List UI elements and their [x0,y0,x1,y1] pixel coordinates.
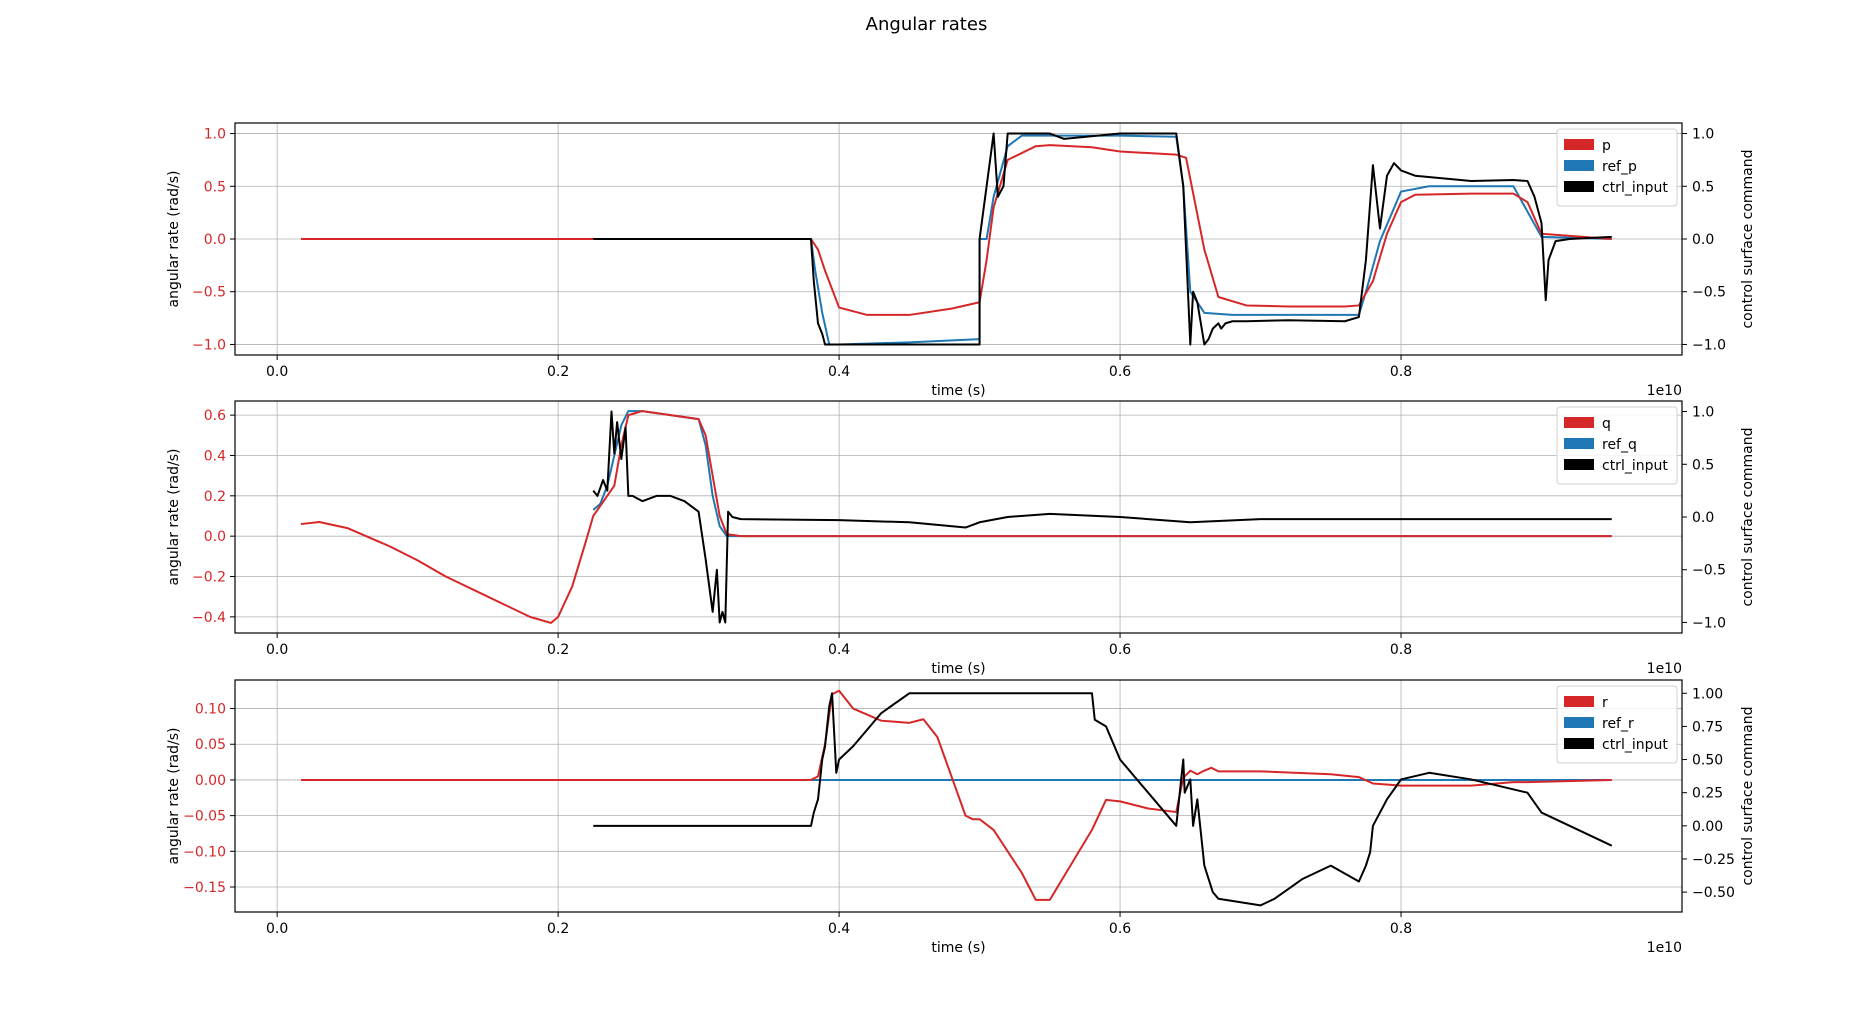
y2-tick-label: −0.5 [1692,563,1726,579]
x-tick-label: 0.4 [828,921,850,937]
legend-swatch [1564,717,1594,728]
y2-tick-label: 1.00 [1692,686,1723,702]
y2-tick-label: 0.00 [1692,819,1723,835]
y-axis-label: angular rate (rad/s) [166,449,182,586]
y2-tick-label: 1.0 [1692,127,1714,143]
y2-tick-label: −0.50 [1692,885,1735,901]
legend: q ref_q ctrl_input [1556,406,1678,485]
y2-tick-label: 0.0 [1692,510,1714,526]
y-tick-label: 1.0 [204,127,226,143]
series-line-ref-q [592,410,1612,538]
y2-axis-label: control surface command [1740,706,1756,885]
x-offset-text: 1e10 [1647,940,1682,956]
legend-label: ref_q [1602,437,1637,453]
y2-axis-label: control surface command [1740,149,1756,328]
y-tick-label: 0.6 [204,408,226,424]
x-tick-label: 0.8 [1390,364,1412,380]
y-tick-label: 0.5 [204,179,226,195]
x-axis-label: time (s) [931,940,985,956]
legend-label: q [1602,416,1611,432]
legend-swatch [1564,459,1594,470]
y-tick-label: −0.4 [192,610,226,626]
x-axis-label: time (s) [931,383,985,399]
x-tick-label: 0.2 [547,642,569,658]
legend-label: p [1602,138,1611,154]
legend: r ref_r ctrl_input [1556,685,1678,764]
y2-tick-label: −1.0 [1692,337,1726,353]
y2-tick-label: 0.5 [1692,179,1714,195]
subplot-2: 0.0 0.2 0.4 0.6 0.8 −0.4 −0.2 0.0 0.2 0.4 0.6 −1.0 −… [166,400,1756,677]
x-offset-text: 1e10 [1647,661,1682,677]
y2-tick-label: 0.25 [1692,786,1723,802]
y-tick-label: −0.15 [183,880,226,896]
x-offset-text: 1e10 [1647,383,1682,399]
legend-label: ctrl_input [1602,180,1668,196]
subplot-3: 0.0 0.2 0.4 0.6 0.8 −0.15 −0.10 −0.05 0.00 0.05 0.… [166,679,1756,956]
x-tick-label: 0.6 [1109,642,1131,658]
y-tick-label: 0.2 [204,489,226,505]
x-axis-label: time (s) [931,661,985,677]
x-tick-label: 0.8 [1390,921,1412,937]
legend-swatch [1564,160,1594,171]
y-tick-label: 0.00 [195,773,226,789]
series-line-r [301,689,1612,901]
legend-label: ctrl_input [1602,737,1668,753]
series-line-ref-p [593,134,1612,346]
x-tick-label: 0.0 [266,364,288,380]
y-tick-label: −0.05 [183,809,226,825]
figure-title: Angular rates [865,14,988,35]
x-tick-label: 0.0 [266,921,288,937]
legend-swatch [1564,438,1594,449]
y-tick-label: −0.2 [192,570,226,586]
series-line-ctrl-input [592,410,1612,624]
y2-tick-label: 0.5 [1692,457,1714,473]
legend-label: ref_r [1602,716,1634,732]
legend-swatch [1564,696,1594,707]
axes-frame [234,679,1683,913]
y2-tick-label: 0.0 [1692,232,1714,248]
legend-swatch [1564,139,1594,150]
legend-label: ctrl_input [1602,458,1668,474]
y-tick-label: −1.0 [192,337,226,353]
y-tick-label: 0.10 [195,702,226,718]
y2-tick-label: −0.25 [1692,852,1735,868]
axes-frame [234,122,1683,356]
x-tick-label: 0.0 [266,642,288,658]
series-line-ctrl-input [593,132,1612,346]
x-tick-label: 0.6 [1109,364,1131,380]
y-tick-label: 0.0 [204,232,226,248]
y2-tick-label: −1.0 [1692,615,1726,631]
x-tick-label: 0.6 [1109,921,1131,937]
x-tick-label: 0.2 [547,364,569,380]
x-tick-label: 0.4 [828,364,850,380]
legend-swatch [1564,417,1594,428]
x-tick-label: 0.8 [1390,642,1412,658]
y-tick-label: 0.05 [195,737,226,753]
x-tick-label: 0.4 [828,642,850,658]
y-axis-label: angular rate (rad/s) [166,728,182,865]
legend-label: ref_p [1602,159,1637,175]
legend-swatch [1564,738,1594,749]
y-tick-label: 0.0 [204,529,226,545]
y2-tick-label: 1.0 [1692,405,1714,421]
legend: p ref_p ctrl_input [1556,128,1678,207]
y2-tick-label: 0.50 [1692,753,1723,769]
y2-tick-label: −0.5 [1692,285,1726,301]
series-line-ctrl-input [593,692,1613,907]
series-line-q [300,410,1612,624]
legend-swatch [1564,181,1594,192]
series-line-p [301,144,1612,316]
y-axis-label: angular rate (rad/s) [166,171,182,308]
x-tick-label: 0.2 [547,921,569,937]
subplot-1: 0.0 0.2 0.4 0.6 0.8 −1.0 −0.5 0.0 0.5 1.0 −1.0 −0.5… [166,122,1756,399]
axes-frame [234,400,1683,634]
y-tick-label: −0.5 [192,285,226,301]
y-tick-label: 0.4 [204,448,226,464]
y2-tick-label: 0.75 [1692,719,1723,735]
legend-label: r [1602,695,1608,711]
y-tick-label: −0.10 [183,844,226,860]
y2-axis-label: control surface command [1740,427,1756,606]
